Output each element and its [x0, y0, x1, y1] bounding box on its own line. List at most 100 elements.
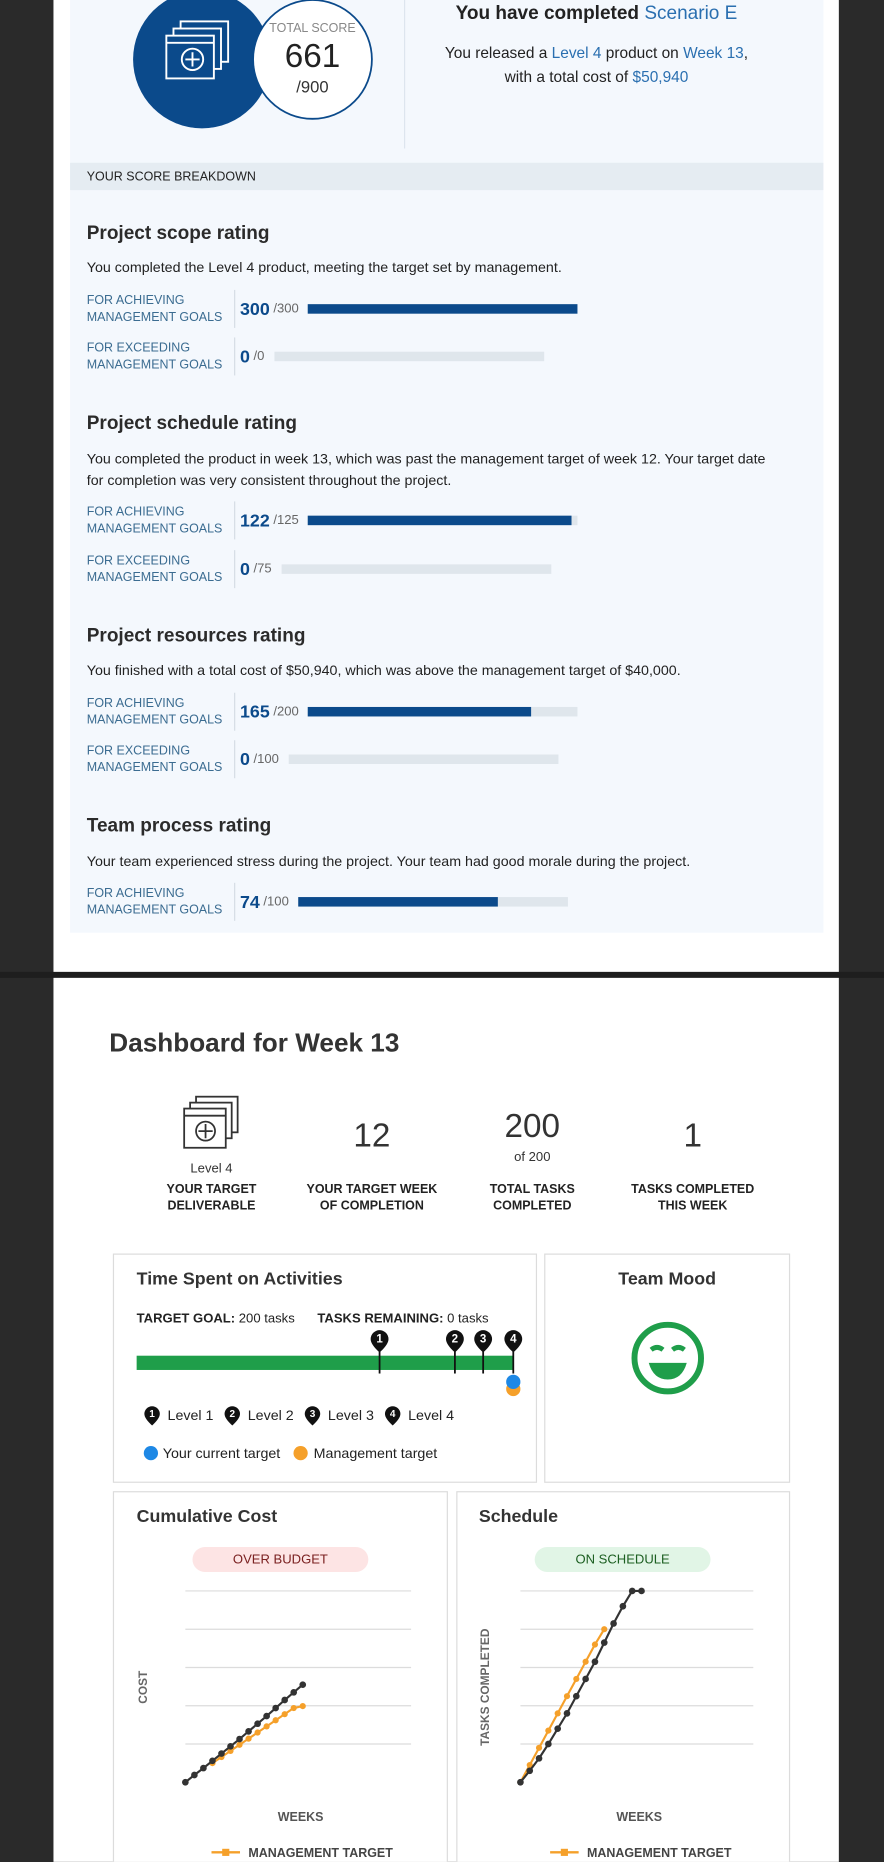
series-line [519, 1628, 606, 1783]
score-bar [298, 897, 498, 907]
remaining-label: TASKS REMAINING: [317, 1311, 444, 1326]
legend-pin: 4 [384, 1406, 401, 1426]
score-bar [308, 706, 531, 717]
series-point [227, 1747, 234, 1754]
goal: 200 tasks [238, 1311, 295, 1326]
series-point [628, 1587, 636, 1595]
series-point [517, 1778, 524, 1786]
row-max: /100 [253, 752, 279, 767]
series-point [236, 1735, 243, 1743]
dashboard-title: Dashboard for Week 13 [109, 1027, 400, 1058]
section-title: Project resources rating [86, 626, 306, 647]
row-score: 122 [240, 510, 270, 531]
row-label: FOR EXCEEDING MANAGEMENT GOALS [86, 743, 223, 775]
breakdown-header: YOUR SCORE BREAKDOWN [86, 169, 256, 185]
score-row: FOR ACHIEVING MANAGEMENT GOALS 74/100 [86, 882, 569, 921]
score-track [308, 304, 578, 314]
legend-label: Your current target [163, 1446, 281, 1462]
legend-label: Level 3 [328, 1408, 374, 1424]
series-point [591, 1658, 599, 1666]
score-row: FOR ACHIEVING MANAGEMENT GOALS 122/125 [86, 501, 578, 540]
series-point [290, 1689, 298, 1696]
badge [192, 1546, 369, 1572]
separator [0, 971, 884, 978]
row-separator [234, 882, 236, 921]
card-title: Team Mood [618, 1268, 717, 1290]
pin-number: 1 [376, 1334, 383, 1346]
series-point [299, 1681, 307, 1689]
divider [403, 0, 406, 149]
row-max: /125 [273, 513, 299, 528]
stat-sub: of 200 [514, 1150, 551, 1165]
text: You have completed [455, 3, 640, 24]
row-max: /75 [253, 562, 272, 577]
pin-shape [224, 1406, 241, 1426]
text: with a total cost of [504, 67, 629, 86]
legend-label: Level 4 [408, 1408, 454, 1424]
y-axis-label: TASKS COMPLETED [478, 1628, 492, 1746]
section-description: You completed the Level 4 product, meeti… [86, 259, 562, 276]
series-point [272, 1717, 279, 1724]
total-max: /900 [296, 77, 328, 96]
stat-label: TASKS COMPLETED THIS WEEK [631, 1182, 755, 1214]
legend-dot [143, 1446, 159, 1461]
series-point [254, 1720, 261, 1728]
series-point [281, 1711, 288, 1718]
score-row: FOR EXCEEDING MANAGEMENT GOALS 0/0 [86, 337, 544, 376]
progress-bar [136, 1355, 514, 1370]
row-label: FOR ACHIEVING MANAGEMENT GOALS [86, 886, 223, 918]
score-bar [308, 304, 578, 314]
current-target-dot [506, 1374, 521, 1389]
marker-pin: 4 [504, 1330, 523, 1353]
series-point [601, 1626, 608, 1633]
deliverable-icon [183, 1095, 239, 1149]
series-point [299, 1703, 306, 1710]
pin-shape [445, 1330, 464, 1353]
series-point [290, 1704, 297, 1712]
legend-label: MANAGEMENT TARGET [248, 1846, 393, 1860]
marker-pin: 2 [445, 1330, 464, 1353]
legend-marker [222, 1848, 230, 1856]
section-title: Project schedule rating [86, 413, 297, 434]
row-separator [234, 550, 236, 589]
series-point [263, 1723, 270, 1730]
row-label: FOR EXCEEDING MANAGEMENT GOALS [86, 341, 223, 372]
series-point [573, 1675, 580, 1683]
series-point [545, 1740, 552, 1748]
pin-number: 2 [452, 1334, 458, 1346]
series-point [263, 1712, 270, 1720]
score-track [308, 515, 578, 526]
stat-label: TOTAL TASKS COMPLETED [489, 1182, 575, 1214]
chart-title: Schedule [479, 1506, 558, 1526]
row-max: /200 [273, 704, 299, 719]
legend-label: MANAGEMENT TARGET [587, 1846, 732, 1860]
row-separator [234, 337, 236, 376]
series-point [272, 1704, 279, 1712]
series-point [600, 1639, 608, 1646]
score-panel-inner [70, 0, 824, 933]
completed-line: You have completed Scenario E [400, 4, 792, 25]
series-point [563, 1710, 571, 1717]
legend-label: Management target [314, 1446, 438, 1462]
row-separator [234, 289, 236, 328]
row-score: 0 [240, 749, 250, 770]
series-point [572, 1692, 580, 1700]
series-point [245, 1735, 252, 1742]
level: Level 4 [551, 43, 602, 62]
series-point [254, 1729, 261, 1736]
mood-face [631, 1321, 704, 1395]
series-point [554, 1725, 562, 1733]
marker-pin: 3 [474, 1330, 493, 1353]
row-separator [234, 501, 236, 540]
badge-text: ON SCHEDULE [575, 1552, 670, 1567]
row-max: /100 [263, 894, 289, 909]
stat-label: YOUR TARGET DELIVERABLE [166, 1182, 257, 1214]
score-track [288, 754, 559, 764]
row-label: FOR ACHIEVING MANAGEMENT GOALS [86, 504, 223, 536]
series-point [535, 1744, 543, 1751]
section-description: You finished with a total cost of $50,94… [86, 661, 681, 679]
pin-number: 3 [310, 1409, 316, 1420]
stat-value: 12 [353, 1116, 391, 1154]
